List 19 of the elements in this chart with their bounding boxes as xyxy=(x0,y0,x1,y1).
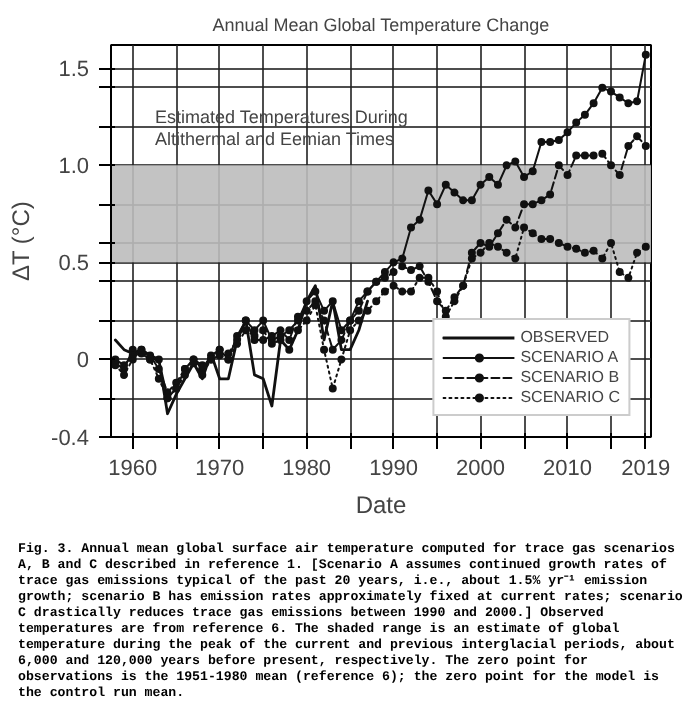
x-tick-label: 2000 xyxy=(456,457,506,481)
y-axis-title: ΔT (°C) xyxy=(7,201,36,282)
x-tick-label: 1970 xyxy=(195,457,245,481)
x-axis-title: Date xyxy=(355,491,407,519)
y-tick-label: 0 xyxy=(76,349,90,374)
legend-label: OBSERVED xyxy=(520,328,610,346)
y-tick-label: 1.0 xyxy=(58,155,90,180)
chart-title: Annual Mean Global Temperature Change xyxy=(212,15,550,35)
x-tick-label: 2010 xyxy=(543,457,593,481)
x-tick-label: 1990 xyxy=(369,457,419,481)
x-tick-label: 1980 xyxy=(282,457,332,481)
legend-label: SCENARIO B xyxy=(520,368,620,386)
y-tick-label: -0.4 xyxy=(51,427,90,451)
legend-label: SCENARIO A xyxy=(520,348,619,366)
x-tick-label: 2019 xyxy=(621,457,671,481)
y-tick-label: 0.5 xyxy=(58,252,90,277)
legend-label: SCENARIO C xyxy=(520,388,620,406)
y-tick-label: 1.5 xyxy=(58,58,90,83)
x-tick-label: 1960 xyxy=(108,457,158,481)
